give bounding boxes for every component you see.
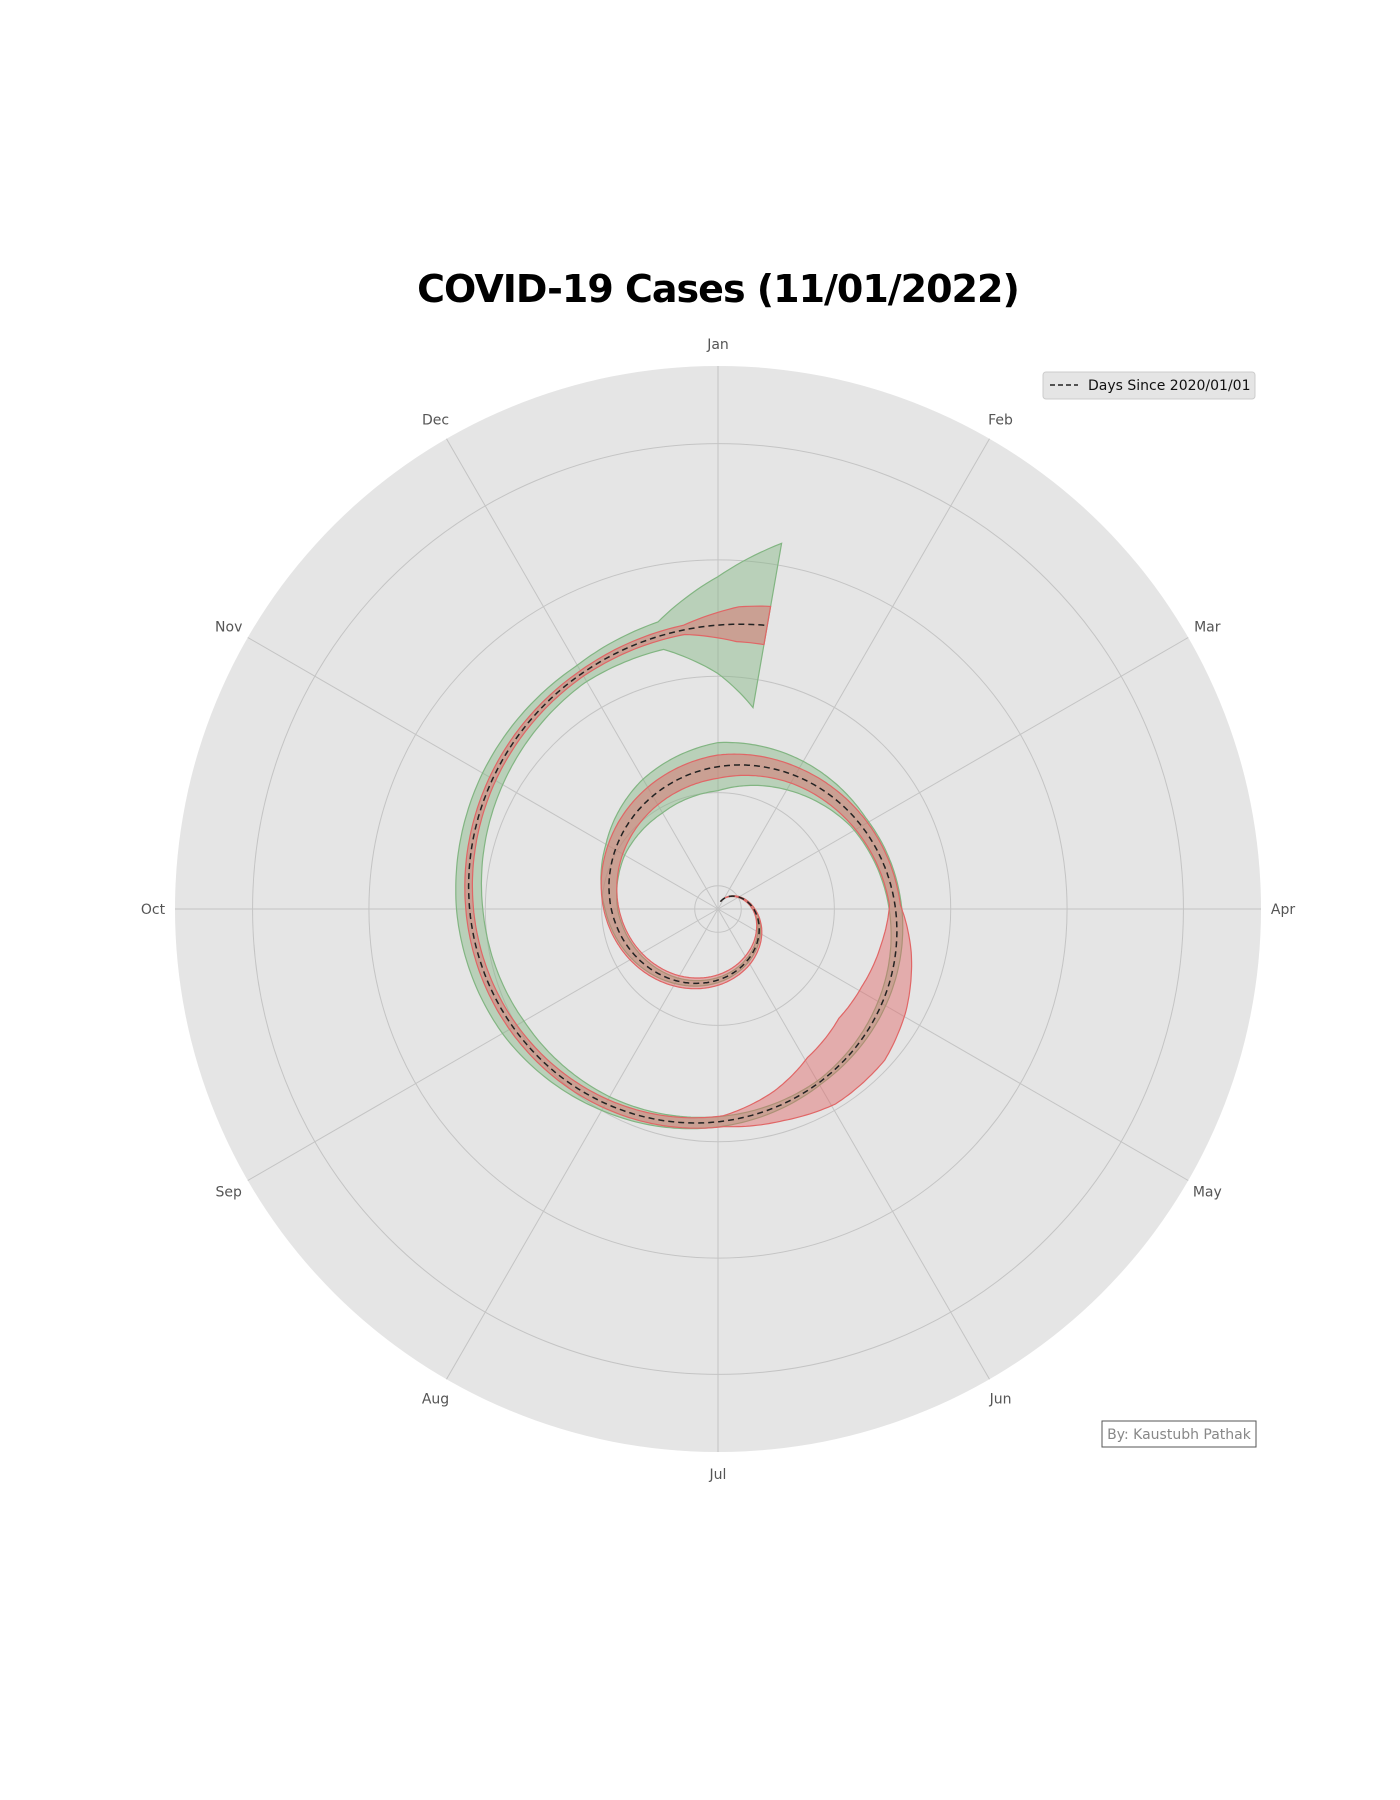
month-tick-label: Jan [706,337,729,353]
band-layer [455,542,913,1130]
legend-box [1042,371,1256,400]
month-tick-label: Dec [422,413,449,429]
angular-gridline-jun [717,908,990,1380]
days-since-baseline-line [467,623,898,1124]
month-tick-label: Sep [216,1185,243,1201]
credit-box: By: Kaustubh Pathak [1101,1420,1257,1448]
month-tick-label: Aug [422,1391,449,1407]
legend-entry-label: Days Since 2020/01/01 [1088,378,1251,394]
angular-gridline-feb [717,438,990,910]
month-tick-label: Oct [141,902,166,918]
month-tick-label: Nov [215,620,242,636]
month-tick-label: Mar [1194,620,1221,636]
month-labels: Jan Feb Mar Apr May Jun Jul Aug Sep Oct Nov Dec [141,337,1295,1483]
band-red [464,605,913,1129]
credit-text: By: Kaustubh Pathak [1107,1427,1252,1443]
month-tick-label: Jun [989,1391,1012,1407]
angular-gridline-mar [717,637,1189,910]
legend: Days Since 2020/01/01 [1042,371,1256,400]
credit-frame [1101,1420,1257,1448]
month-tick-label: Feb [988,413,1013,429]
month-tick-label: Jul [709,1467,727,1483]
angular-gridline-may [717,908,1189,1181]
chart-title: COVID-19 Cases (11/01/2022) [417,267,1019,311]
month-tick-label: May [1193,1185,1222,1201]
baseline-layer [467,623,898,1124]
month-tick-label: Apr [1271,902,1295,918]
angular-gridline-aug [446,908,719,1380]
